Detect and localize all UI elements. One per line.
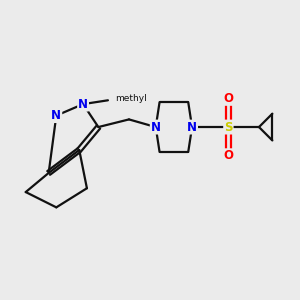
Text: O: O xyxy=(224,149,233,162)
Text: N: N xyxy=(187,121,197,134)
Text: S: S xyxy=(224,121,232,134)
Text: O: O xyxy=(224,92,233,105)
Text: N: N xyxy=(78,98,88,111)
Text: N: N xyxy=(151,121,161,134)
Text: methyl: methyl xyxy=(115,94,147,103)
Text: N: N xyxy=(51,109,61,122)
